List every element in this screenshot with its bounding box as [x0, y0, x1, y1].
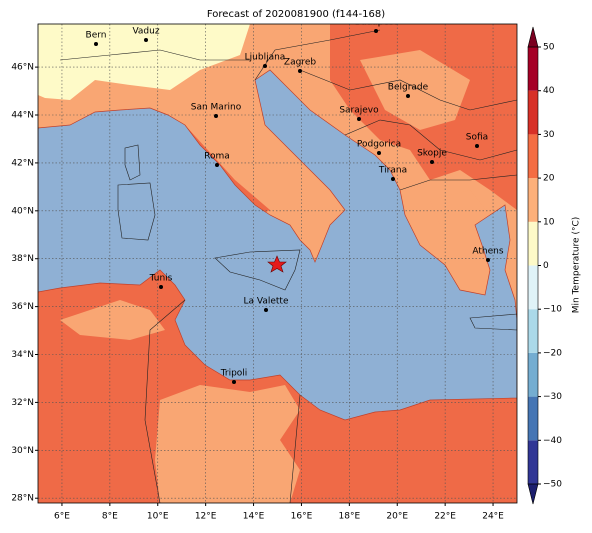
colorbar-label: Min Temperature (°C) — [572, 217, 582, 314]
city-dot — [406, 94, 410, 98]
colorbar-segment — [528, 396, 538, 441]
city-dot — [486, 258, 490, 262]
y-tick-label: 30°N — [11, 446, 34, 456]
city-dot — [264, 308, 268, 312]
y-tick-label: 44°N — [11, 111, 34, 121]
colorbar-tick-label: −40 — [543, 436, 562, 446]
city-dot — [215, 163, 219, 167]
grid — [38, 24, 517, 503]
city-dot — [94, 42, 98, 46]
city-dot — [391, 177, 395, 181]
city-label: Skopje — [417, 149, 447, 159]
city-dot — [298, 69, 302, 73]
corsica — [124, 144, 141, 181]
city-label: Budapest — [355, 18, 398, 28]
city-dot — [144, 38, 148, 42]
city-label: Belgrade — [388, 83, 429, 93]
colorbar-under — [527, 483, 539, 505]
colorbar-segment — [528, 178, 538, 222]
colorbar-tick-label: 0 — [543, 261, 549, 271]
star-marker — [267, 255, 287, 273]
sardinia — [117, 182, 156, 241]
map-frame — [37, 23, 518, 504]
city-dot — [214, 114, 218, 118]
colorbar-segment — [528, 134, 538, 179]
colorbar-tick-label: −30 — [543, 392, 562, 402]
colorbar-segment — [528, 309, 538, 353]
colorbar-tick-label: 40 — [543, 86, 555, 96]
colorbar-segment — [528, 440, 538, 484]
x-tick-label: 10°E — [147, 512, 169, 522]
city-dot — [357, 117, 361, 121]
colorbar-segment — [528, 265, 538, 310]
city-label: Tripoli — [220, 369, 248, 379]
y-tick-label: 28°N — [11, 494, 34, 504]
city-dot — [377, 151, 381, 155]
axes: 6°E 8°E 10°E 12°E 14°E 16°E 18°E 20°E 22°E 24°E 28… — [11, 63, 504, 522]
x-tick-label: 18°E — [339, 512, 361, 522]
x-tick-label: 8°E — [102, 512, 118, 522]
city-label: Ljubljana — [245, 53, 286, 63]
mild-region — [360, 50, 490, 235]
x-tick-label: 22°E — [434, 512, 456, 522]
city-label: Podgorica — [357, 140, 401, 150]
city-label: Roma — [204, 152, 230, 162]
sicily — [214, 249, 301, 291]
city-label: Sofia — [466, 133, 488, 143]
y-tick-label: 38°N — [11, 254, 34, 264]
colorbar-tick-label: 30 — [543, 130, 555, 140]
city-label: La Valette — [244, 297, 289, 307]
colorbar-tick-label: −10 — [543, 305, 562, 315]
cool-region — [38, 24, 250, 100]
city-dot — [475, 144, 479, 148]
x-tick-label: 20°E — [386, 512, 408, 522]
borders — [59, 29, 517, 503]
x-tick-label: 24°E — [482, 512, 504, 522]
x-tick-label: 6°E — [54, 512, 70, 522]
crete — [469, 313, 517, 331]
colorbar-over — [527, 26, 539, 48]
city-label: Athens — [472, 247, 503, 257]
city-dot — [159, 285, 163, 289]
colorbar-tick-label: 50 — [543, 43, 555, 53]
city-label: San Marino — [191, 103, 242, 113]
colorbar-tick-label: −20 — [543, 348, 562, 358]
x-tick-label: 16°E — [291, 512, 313, 522]
y-tick-label: 46°N — [11, 63, 34, 73]
colorbar-segment — [528, 221, 538, 266]
colorbar-segment — [528, 47, 538, 91]
colorbar-tick-label: −50 — [543, 480, 562, 490]
y-tick-label: 32°N — [11, 398, 34, 408]
city-label: Tunis — [149, 274, 173, 284]
city-label: Zagreb — [284, 58, 316, 68]
y-tick-label: 42°N — [11, 158, 34, 168]
city-label: Sarajevo — [339, 106, 379, 116]
city-label: Bern — [86, 31, 107, 41]
colorbar-segment — [528, 352, 538, 397]
colorbar-tick-label: 20 — [543, 174, 555, 184]
city-dot — [232, 380, 236, 384]
title: Forecast of 2020081900 (f144-168) — [207, 9, 385, 20]
colorbar: −50 −40 −30 −20 −10 0 10 20 30 40 50 — [527, 26, 562, 505]
city-dot — [430, 160, 434, 164]
city-label: Tirana — [378, 166, 407, 176]
colorbar-segment — [528, 90, 538, 135]
x-tick-label: 12°E — [195, 512, 217, 522]
colorbar-tick-label: 10 — [543, 217, 555, 227]
city-label: Vaduz — [132, 27, 159, 37]
city-dot — [374, 29, 378, 33]
y-tick-label: 40°N — [11, 206, 34, 216]
y-tick-label: 34°N — [11, 350, 34, 360]
y-tick-label: 36°N — [11, 302, 34, 312]
city-dot — [263, 64, 267, 68]
mild-region — [60, 300, 300, 503]
x-tick-label: 14°E — [243, 512, 265, 522]
